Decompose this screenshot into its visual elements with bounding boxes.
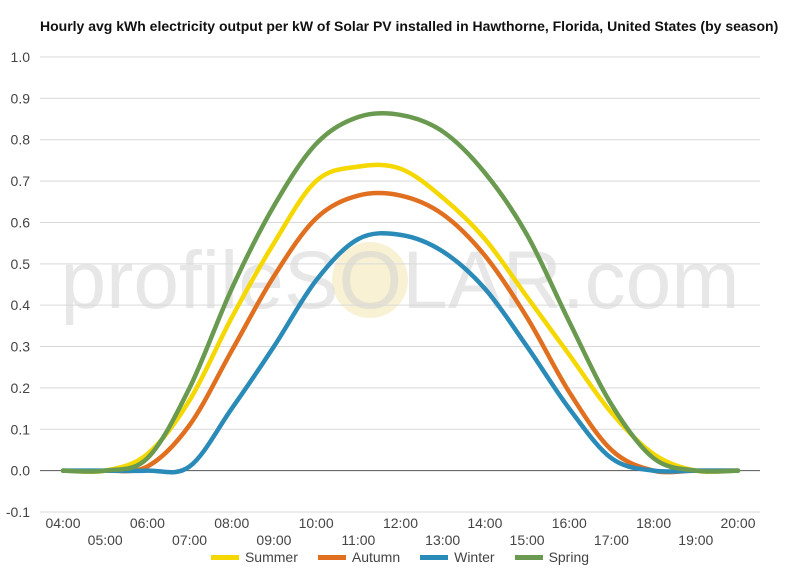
- legend-label: Autumn: [351, 549, 401, 565]
- legend-item-autumn: Autumn: [317, 549, 401, 565]
- x-tick-label: 08:00: [214, 515, 249, 531]
- x-tick-label: 18:00: [636, 515, 671, 531]
- x-tick-label: 13:00: [425, 532, 460, 548]
- x-tick-label: 04:00: [45, 515, 80, 531]
- y-tick-label: 0.0: [11, 463, 31, 479]
- x-tick-label: 09:00: [256, 532, 291, 548]
- legend-swatch: [317, 554, 346, 560]
- legend-item-spring: Spring: [514, 549, 590, 565]
- series-line-winter: [60, 231, 741, 475]
- x-tick-label: 16:00: [552, 515, 587, 531]
- y-tick-label: 0.7: [11, 173, 31, 189]
- y-tick-label: 0.4: [11, 297, 31, 313]
- y-tick-label: -0.1: [6, 504, 30, 520]
- y-tick-label: 1.0: [11, 49, 31, 65]
- x-tick-label: 06:00: [130, 515, 165, 531]
- series-lines: [60, 110, 741, 475]
- x-tick-label: 15:00: [510, 532, 545, 548]
- x-tick-label: 05:00: [88, 532, 123, 548]
- y-tick-label: 0.3: [11, 339, 31, 355]
- series-line-autumn: [60, 190, 741, 475]
- chart-title: Hourly avg kWh electricity output per kW…: [40, 18, 779, 34]
- watermark-text: profileSOLAR.com: [60, 235, 739, 326]
- series-line-summer: [60, 162, 741, 475]
- y-tick-label: 0.5: [11, 256, 31, 272]
- x-tick-label: 20:00: [720, 515, 755, 531]
- x-tick-label: 10:00: [299, 515, 334, 531]
- x-axis: 04:00 05:00 06:00 07:00 08:00 09:00 10:00 11:00…: [45, 515, 755, 548]
- legend-item-summer: Summer: [210, 549, 298, 565]
- x-tick-label: 17:00: [594, 532, 629, 548]
- y-tick-label: 0.9: [11, 90, 31, 106]
- legend-swatch: [420, 554, 449, 560]
- legend-swatch: [210, 554, 239, 560]
- y-axis: 1.0 0.9 0.8 0.7 0.6 0.5 0.4 0.3 0.2 0.1 0.0 -0.1: [6, 49, 30, 520]
- watermark-sun-icon: [332, 242, 408, 318]
- y-tick-label: 0.2: [11, 380, 31, 396]
- x-tick-label: 14:00: [467, 515, 502, 531]
- y-tick-label: 0.6: [11, 214, 31, 230]
- legend: Summer Autumn Winter Spring: [0, 549, 800, 565]
- legend-swatch: [514, 554, 543, 560]
- y-tick-label: 0.1: [11, 421, 31, 437]
- y-tick-label: 0.8: [11, 132, 31, 148]
- legend-label: Summer: [244, 549, 298, 565]
- x-tick-label: 07:00: [172, 532, 207, 548]
- watermark: profileSOLAR.com: [60, 235, 739, 326]
- x-tick-label: 11:00: [341, 532, 375, 548]
- x-tick-label: 19:00: [678, 532, 713, 548]
- legend-item-winter: Winter: [420, 549, 495, 565]
- x-tick-label: 12:00: [383, 515, 418, 531]
- legend-label: Winter: [454, 549, 495, 565]
- legend-label: Spring: [548, 549, 590, 565]
- series-line-spring: [60, 110, 741, 474]
